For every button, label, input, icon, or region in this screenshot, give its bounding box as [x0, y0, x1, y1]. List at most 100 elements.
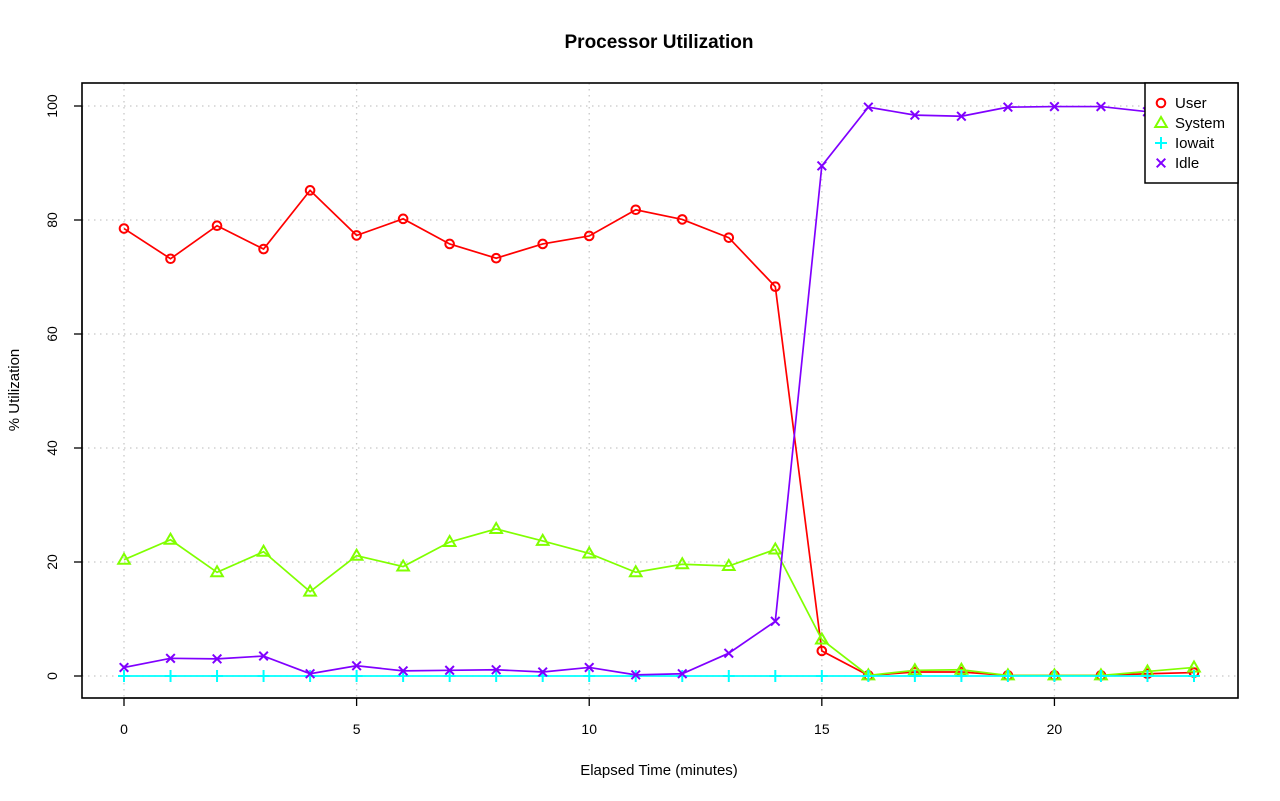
legend-label-system: System — [1175, 115, 1225, 132]
data-point-system — [442, 534, 458, 548]
data-point-iowait — [257, 670, 270, 682]
series-line-user — [123, 189, 1195, 677]
data-point-idle — [165, 653, 176, 664]
data-point-system — [814, 631, 830, 645]
y-axis-label: % Utilization — [6, 349, 23, 432]
legend-marker-iowait — [1155, 137, 1167, 149]
series-group — [116, 101, 1202, 682]
legend: User System Iowait Idle — [1144, 82, 1239, 184]
data-point-user — [630, 204, 642, 216]
data-point-iowait — [211, 670, 224, 682]
y-tick-label: 20 — [44, 554, 60, 570]
data-point-idle — [1049, 101, 1060, 112]
data-point-user — [304, 185, 316, 196]
data-point-system — [674, 556, 690, 570]
legend-label-idle: Idle — [1175, 155, 1199, 172]
y-tick-label: 80 — [44, 212, 60, 228]
y-tick-label: 0 — [44, 672, 60, 680]
data-point-user — [537, 238, 548, 250]
data-point-system — [349, 547, 365, 561]
data-point-idle — [723, 648, 734, 659]
data-point-user — [258, 243, 269, 255]
data-point-idle — [816, 160, 827, 171]
data-point-idle — [305, 668, 316, 679]
series-user — [118, 185, 1200, 681]
data-point-system — [1186, 659, 1202, 673]
data-point-user — [118, 223, 130, 234]
data-point-idle — [537, 667, 548, 678]
data-point-idle — [212, 653, 223, 664]
data-point-idle — [491, 664, 502, 675]
data-point-iowait — [583, 670, 596, 682]
data-point-user — [444, 238, 455, 250]
data-point-system — [721, 557, 737, 571]
chart-title: Processor Utilization — [565, 32, 754, 53]
data-point-iowait — [862, 670, 875, 682]
data-point-user — [211, 220, 223, 231]
data-point-idle — [1002, 102, 1013, 113]
data-point-system — [581, 545, 597, 559]
data-point-system — [767, 541, 783, 555]
plot-frame — [81, 82, 1239, 699]
data-point-idle — [398, 665, 409, 676]
data-point-idle — [677, 668, 688, 679]
data-point-iowait — [1094, 670, 1107, 682]
x-axis: 0 5 10 15 20 — [120, 697, 1063, 737]
series-iowait — [118, 670, 1200, 682]
legend-marker-system — [1153, 115, 1169, 128]
data-point-iowait — [908, 670, 921, 682]
data-point-iowait — [1001, 670, 1014, 682]
data-point-user — [490, 252, 502, 264]
y-tick-label: 60 — [44, 326, 60, 342]
data-point-system — [162, 531, 179, 545]
x-tick-label: 10 — [581, 721, 597, 737]
y-axis: 0 20 40 60 80 100 — [44, 94, 83, 680]
data-point-iowait — [676, 670, 689, 682]
data-point-idle — [1095, 101, 1106, 112]
data-point-iowait — [490, 670, 503, 682]
data-point-iowait — [722, 670, 735, 682]
data-point-system — [209, 564, 225, 578]
data-point-iowait — [350, 670, 363, 682]
y-tick-label: 100 — [44, 94, 60, 118]
data-point-idle — [444, 665, 455, 676]
data-point-iowait — [164, 670, 177, 682]
legend-label-user: User — [1175, 95, 1207, 112]
data-point-system — [488, 520, 504, 534]
legend-marker-user — [1155, 97, 1167, 109]
y-tick-label: 40 — [44, 440, 60, 456]
x-tick-label: 0 — [120, 721, 128, 737]
data-point-system — [302, 583, 318, 597]
data-point-user — [165, 253, 176, 265]
data-point-system — [395, 558, 411, 572]
data-point-idle — [863, 102, 874, 113]
x-tick-label: 20 — [1047, 721, 1063, 737]
data-point-system — [535, 532, 551, 546]
data-point-idle — [118, 662, 130, 673]
data-point-iowait — [1048, 670, 1061, 682]
data-point-system — [628, 564, 644, 578]
series-line-idle — [123, 105, 1195, 676]
data-point-idle — [258, 651, 269, 662]
grid — [82, 83, 1238, 698]
data-point-iowait — [815, 670, 828, 682]
data-point-user — [397, 213, 409, 225]
data-point-iowait — [769, 670, 782, 682]
data-point-iowait — [443, 670, 456, 682]
series-system — [116, 520, 1202, 681]
data-point-user — [770, 281, 781, 292]
data-point-idle — [630, 669, 641, 680]
data-point-user — [583, 230, 595, 242]
data-point-iowait — [118, 670, 130, 682]
legend-label-iowait: Iowait — [1175, 135, 1215, 152]
data-point-user — [816, 645, 828, 657]
data-point-idle — [956, 111, 967, 122]
data-point-user — [676, 214, 688, 225]
series-line-system — [123, 528, 1195, 677]
x-tick-label: 15 — [814, 721, 830, 737]
data-point-idle — [770, 616, 781, 627]
data-point-user — [723, 232, 735, 243]
legend-marker-idle — [1155, 157, 1167, 169]
data-point-iowait — [1188, 670, 1200, 682]
